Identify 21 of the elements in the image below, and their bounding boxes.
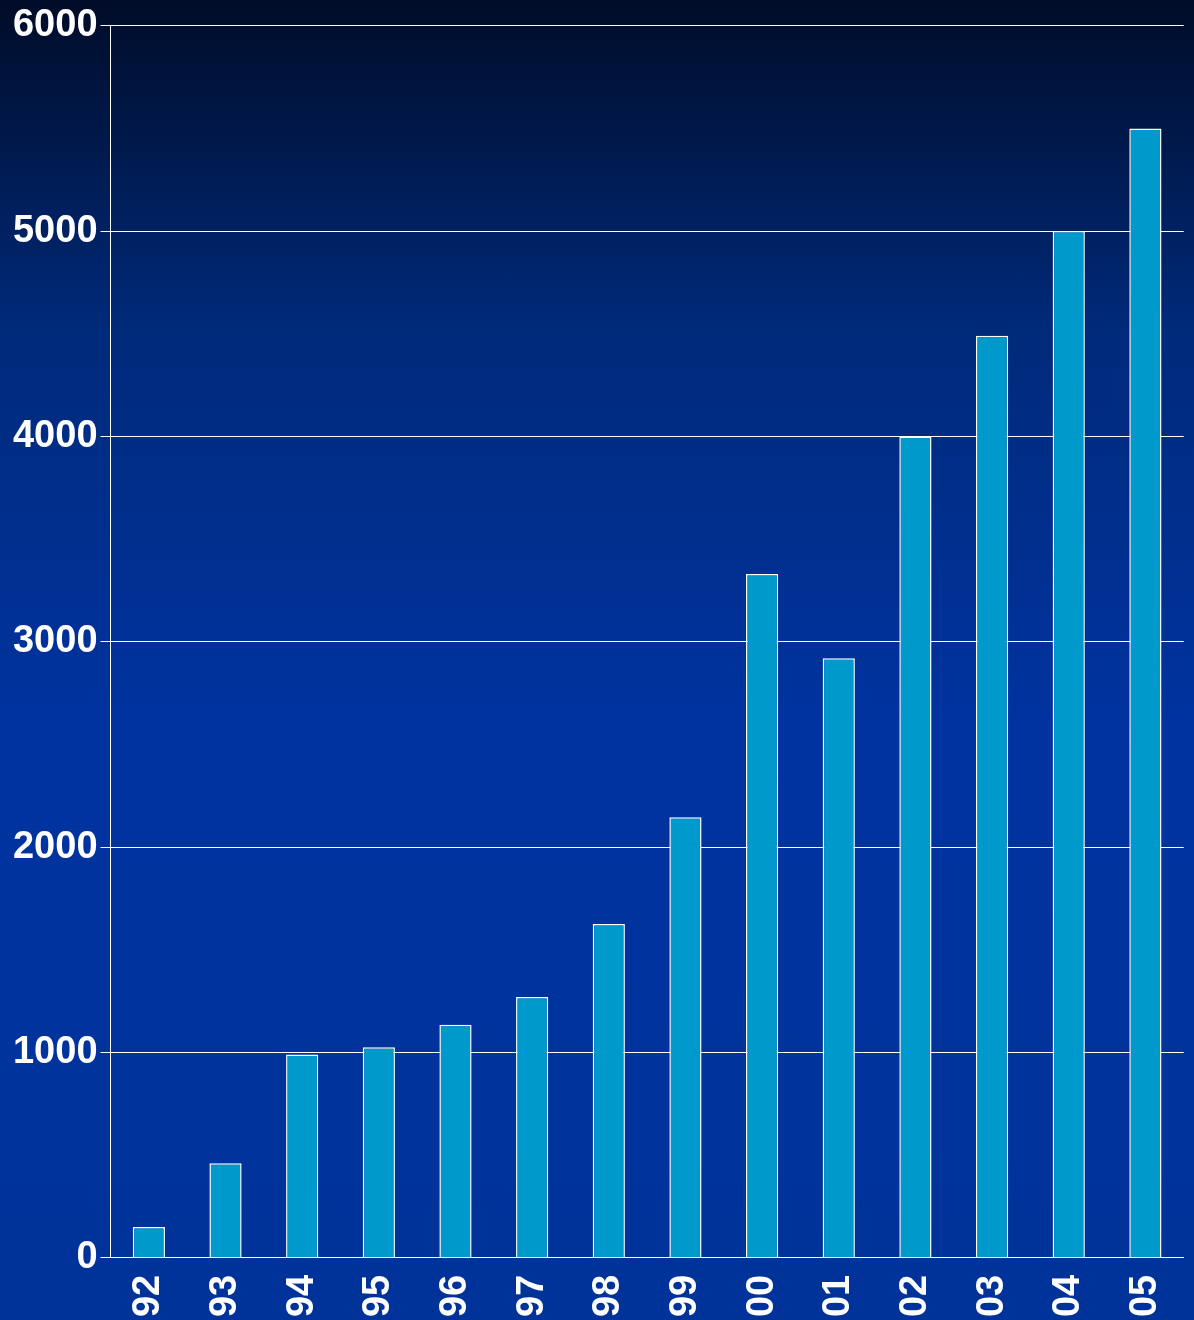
x-tick-label: 02 bbox=[891, 1274, 934, 1318]
y-tick-label: 4000 bbox=[12, 412, 98, 455]
y-tick-label: 5000 bbox=[12, 207, 98, 250]
x-tick-label: 93 bbox=[202, 1274, 244, 1318]
x-tick-label: 98 bbox=[585, 1274, 628, 1318]
x-tick-label: 04 bbox=[1045, 1274, 1088, 1318]
y-tick-label: 3000 bbox=[12, 618, 98, 661]
x-tick-label: 95 bbox=[355, 1274, 398, 1318]
x-tick-label: 03 bbox=[968, 1274, 1011, 1318]
y-tick-label: 2000 bbox=[12, 823, 98, 866]
x-tick-label: 01 bbox=[815, 1274, 858, 1318]
x-tick-label: 94 bbox=[278, 1274, 321, 1318]
y-tick-label: 0 bbox=[76, 1234, 98, 1277]
y-tick-label: 6000 bbox=[12, 2, 98, 45]
y-tick-label: 1000 bbox=[12, 1028, 98, 1071]
x-tick-label: 00 bbox=[738, 1274, 781, 1318]
x-tick-label: 05 bbox=[1121, 1274, 1164, 1318]
x-tick-label: 99 bbox=[661, 1274, 704, 1318]
x-tick-label: 97 bbox=[508, 1274, 551, 1318]
x-tick-label: 92 bbox=[125, 1274, 168, 1318]
x-tick-label: 96 bbox=[431, 1274, 474, 1318]
